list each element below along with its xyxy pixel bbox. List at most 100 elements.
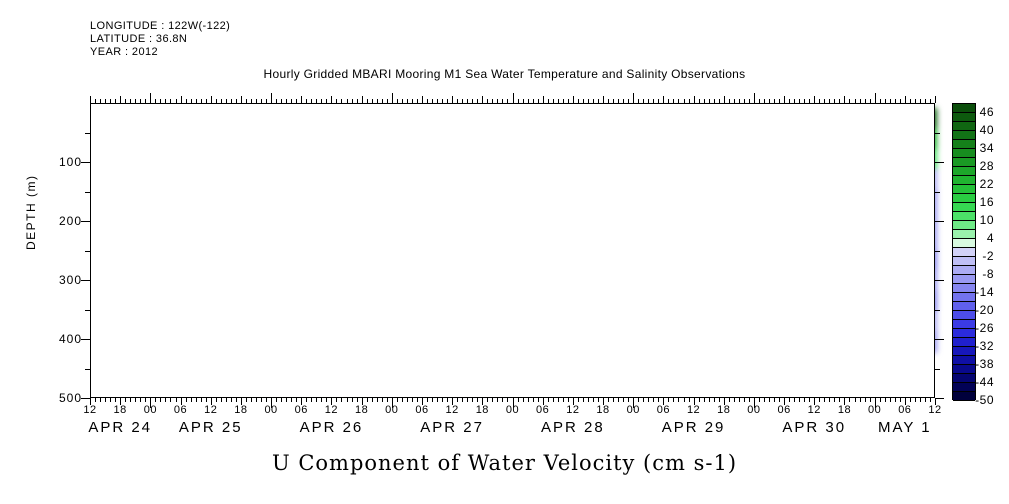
x-tick-bottom (497, 398, 499, 402)
x-tick-bottom (472, 398, 474, 402)
x-tick-bottom (869, 398, 871, 402)
x-tick-bottom (572, 398, 574, 405)
x-tick-bottom (145, 398, 147, 402)
x-tick-bottom (215, 398, 217, 402)
hour-tick-label: 06 (898, 404, 912, 416)
x-tick-top (839, 99, 841, 103)
y-tick-label: 400 (58, 332, 82, 346)
y-tick-left (85, 132, 90, 134)
colorbar-cell (953, 365, 975, 374)
x-tick-top (924, 99, 926, 103)
x-tick-top (296, 99, 298, 103)
x-tick-bottom (618, 398, 620, 402)
x-tick-bottom (210, 398, 212, 405)
x-tick-top (753, 93, 755, 103)
x-tick-top (512, 93, 514, 103)
x-tick-top (889, 99, 891, 103)
x-tick-bottom (527, 398, 529, 402)
x-tick-top (919, 99, 921, 103)
x-tick-bottom (286, 398, 288, 402)
x-tick-bottom (261, 398, 262, 402)
x-tick-top (653, 99, 655, 103)
hour-tick-label: 00 (385, 404, 399, 416)
x-tick-bottom (341, 398, 343, 402)
colorbar-cell (953, 284, 975, 293)
x-tick-bottom (809, 398, 811, 402)
x-tick-top (130, 99, 132, 103)
x-tick-bottom (366, 398, 368, 402)
x-tick-bottom (648, 398, 650, 402)
x-tick-bottom (603, 398, 605, 405)
x-tick-top (784, 96, 786, 103)
x-tick-top (532, 99, 534, 103)
x-tick-bottom (743, 398, 745, 402)
x-tick-top (426, 99, 428, 103)
hour-tick-label: 12 (445, 404, 459, 416)
x-tick-top (859, 99, 861, 103)
x-tick-bottom (361, 398, 363, 405)
y-tick-label: 300 (58, 273, 82, 287)
x-tick-top (492, 99, 494, 103)
x-tick-bottom (723, 398, 725, 405)
x-tick-top (235, 99, 237, 103)
x-tick-top (673, 99, 675, 103)
hour-tick-label: 18 (475, 404, 489, 416)
date-label: APR 30 (782, 419, 847, 436)
x-tick-top (879, 99, 881, 103)
x-tick-bottom (195, 398, 197, 402)
x-tick-bottom (849, 398, 851, 402)
x-tick-bottom (225, 398, 227, 402)
x-tick-top (874, 93, 876, 103)
x-tick-top (748, 99, 750, 103)
x-tick-bottom (547, 398, 549, 402)
y-tick-left (81, 398, 90, 399)
x-tick-top (728, 99, 730, 103)
x-tick-bottom (884, 398, 886, 402)
x-tick-top (829, 99, 831, 103)
x-tick-bottom (733, 398, 735, 402)
y-tick-right (935, 368, 940, 370)
x-tick-bottom (205, 398, 207, 402)
colorbar-tick-label: -14 (975, 285, 994, 299)
colorbar-cell (953, 374, 975, 383)
hour-tick-label: 18 (717, 404, 731, 416)
x-tick-top (356, 99, 358, 103)
colorbar-tick-label: 28 (979, 159, 994, 173)
x-tick-top (301, 96, 303, 103)
x-tick-top (406, 99, 408, 103)
y-tick-right (935, 162, 944, 163)
x-tick-bottom (673, 398, 675, 402)
colorbar-tick-label: -20 (975, 303, 994, 317)
x-tick-top (502, 99, 504, 103)
colorbar-tick-label: 34 (979, 141, 994, 155)
hour-tick-label: 18 (234, 404, 248, 416)
hour-tick-label: 00 (626, 404, 640, 416)
colorbar-tick-label: 22 (979, 177, 994, 191)
x-tick-top (904, 96, 906, 103)
hour-tick-label: 00 (747, 404, 761, 416)
x-tick-top (281, 99, 283, 103)
plot-frame (90, 103, 935, 398)
hour-tick-label: 12 (807, 404, 821, 416)
hour-tick-label: 12 (928, 404, 942, 416)
x-tick-bottom (854, 398, 856, 402)
hour-tick-label: 06 (536, 404, 550, 416)
x-tick-bottom (245, 398, 247, 402)
x-tick-top (185, 99, 187, 103)
x-tick-bottom (175, 398, 177, 402)
x-tick-bottom (452, 398, 454, 405)
colorbar-tick-label: -38 (975, 357, 994, 371)
x-tick-bottom (376, 398, 378, 402)
x-tick-top (210, 96, 212, 103)
hour-tick-label: 12 (324, 404, 339, 416)
x-tick-top (572, 96, 574, 103)
x-tick-bottom (638, 398, 640, 402)
x-tick-bottom (281, 398, 283, 402)
x-tick-bottom (613, 398, 615, 402)
x-tick-bottom (713, 398, 715, 402)
x-tick-top (618, 99, 620, 103)
x-tick-top (401, 99, 403, 103)
x-tick-bottom (929, 398, 931, 402)
x-tick-top (638, 99, 640, 103)
x-tick-bottom (396, 398, 398, 402)
